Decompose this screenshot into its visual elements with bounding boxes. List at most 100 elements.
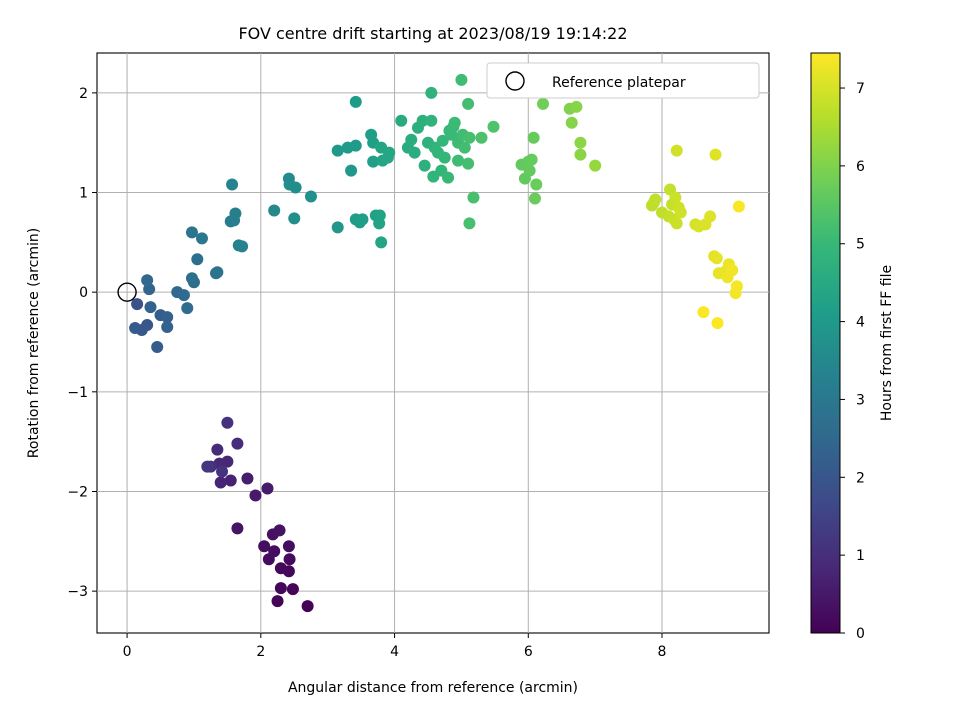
legend-marker-reference	[505, 71, 525, 91]
scatter-point	[383, 146, 396, 159]
scatter-point	[151, 340, 164, 353]
scatter-point	[226, 178, 239, 191]
scatter-point	[452, 154, 465, 167]
scatter-point	[574, 148, 587, 161]
scatter-point	[405, 133, 418, 146]
scatter-point	[425, 86, 438, 99]
scatter-point	[448, 116, 461, 129]
scatter-point	[161, 321, 174, 334]
scatter-point	[418, 159, 431, 172]
scatter-point	[463, 217, 476, 230]
scatter-point	[216, 465, 229, 478]
scatter-point	[523, 164, 536, 177]
scatter-point	[236, 240, 249, 253]
scatter-point	[241, 472, 254, 485]
scatter-point	[669, 191, 682, 204]
scatter-point	[268, 545, 281, 558]
y-tick-label: 0	[79, 285, 88, 301]
scatter-point	[565, 116, 578, 129]
scatter-point	[487, 120, 500, 133]
scatter-point	[258, 540, 271, 553]
colorbar-tick-label: 6	[856, 159, 865, 175]
scatter-point	[274, 562, 287, 575]
scatter-point	[462, 97, 475, 110]
scatter-point	[670, 217, 683, 230]
legend-label-reference: Reference platepar	[552, 75, 686, 91]
scatter-point	[229, 207, 242, 220]
scatter-point	[711, 317, 724, 330]
x-tick-label: 4	[390, 644, 399, 660]
scatter-point	[185, 272, 198, 285]
scatter-point	[570, 100, 583, 113]
scatter-point	[214, 476, 227, 489]
colorbar: 0 1 2 3 4 5 6 7 Hours from first FF file	[810, 52, 895, 642]
scatter-point	[161, 311, 174, 324]
scatter-point	[261, 482, 274, 495]
x-tick-label: 0	[123, 644, 132, 660]
scatter-point	[273, 524, 286, 537]
scatter-point	[185, 226, 198, 239]
scatter-point	[141, 274, 154, 287]
scatter-point	[589, 159, 602, 172]
scatter-point	[436, 134, 449, 147]
scatter-point	[210, 267, 223, 280]
scatter-point	[367, 155, 380, 168]
scatter-point	[144, 301, 157, 314]
scatter-point	[268, 204, 281, 217]
scatter-point	[221, 416, 234, 429]
grid	[97, 53, 769, 633]
scatter-point	[349, 139, 362, 152]
scatter-point	[282, 540, 295, 553]
scatter-point	[463, 131, 476, 144]
scatter-point	[730, 280, 743, 293]
scatter-point	[274, 582, 287, 595]
scatter-point	[211, 443, 224, 456]
scatter-point	[231, 522, 244, 535]
scatter-point	[286, 583, 299, 596]
scatter-point	[475, 131, 488, 144]
scatter-point	[129, 322, 142, 335]
scatter-point	[345, 164, 358, 177]
scatter-point	[271, 595, 284, 608]
scatter-point	[709, 148, 722, 161]
scatter-point	[726, 264, 739, 277]
chart-title: FOV centre drift starting at 2023/08/19 …	[238, 24, 627, 43]
plot-area: 0 2 4 6 8 −3 −2 −1 0 1 2	[67, 52, 770, 660]
x-tick-label: 6	[524, 644, 533, 660]
scatter-point	[301, 600, 314, 613]
axes-frame	[96, 52, 770, 634]
scatter-point	[249, 489, 262, 502]
scatter-point	[416, 114, 429, 127]
scatter-point	[349, 95, 362, 108]
colorbar-gradient	[810, 52, 841, 634]
colorbar-tick-label: 3	[856, 392, 865, 408]
colorbar-tick-label: 7	[856, 81, 865, 97]
y-axis-ticks: −3 −2 −1 0 1 2	[67, 86, 97, 600]
scatter-point	[670, 144, 683, 157]
scatter-point	[224, 474, 237, 487]
scatter-point	[438, 151, 451, 164]
scatter-point	[704, 210, 717, 223]
scatter-point	[649, 193, 662, 206]
scatter-point	[528, 192, 541, 205]
scatter-point	[530, 178, 543, 191]
y-tick-label: −2	[67, 484, 88, 500]
x-axis-label: Angular distance from reference (arcmin)	[288, 680, 578, 696]
colorbar-label: Hours from first FF file	[879, 265, 895, 421]
y-tick-label: −3	[67, 584, 88, 600]
y-tick-label: 2	[79, 86, 88, 102]
colorbar-tick-label: 2	[856, 470, 865, 486]
scatter-point	[131, 298, 144, 311]
reference-point	[117, 282, 137, 302]
scatter-point	[177, 289, 190, 302]
scatter-point	[525, 153, 538, 166]
scatter-point	[331, 144, 344, 157]
scatter-point	[697, 306, 710, 319]
data-points	[129, 73, 745, 613]
scatter-point	[289, 181, 302, 194]
colorbar-ticks: 0 1 2 3 4 5 6 7	[840, 81, 865, 642]
scatter-point	[304, 190, 317, 203]
scatter-point	[143, 283, 156, 296]
scatter-point	[288, 212, 301, 225]
